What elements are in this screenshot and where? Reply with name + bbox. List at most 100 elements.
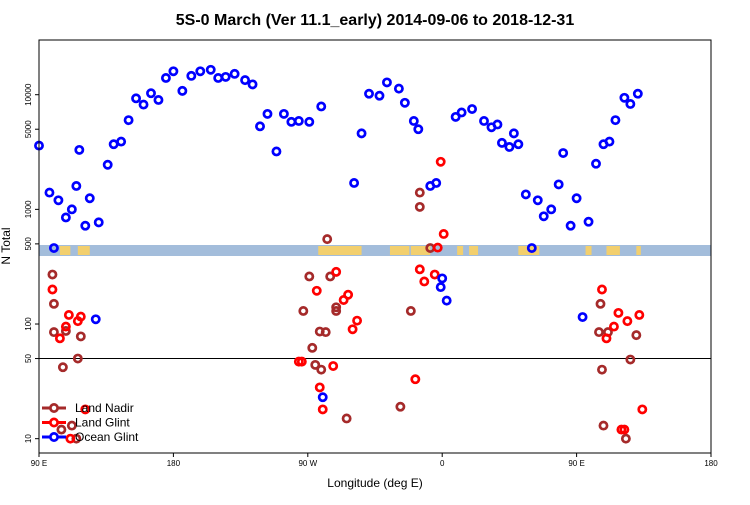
point-ocean-glint bbox=[435, 282, 446, 293]
point-ocean-glint bbox=[619, 92, 630, 103]
point-ocean-glint bbox=[349, 177, 360, 188]
point-land-nadir bbox=[597, 364, 607, 375]
map-landmass bbox=[352, 246, 362, 255]
y-tick-label: 100 bbox=[24, 317, 33, 331]
point-land-nadir bbox=[594, 327, 604, 338]
point-ocean-glint bbox=[610, 115, 621, 126]
point-ocean-glint bbox=[84, 193, 95, 204]
point-land-glint bbox=[343, 289, 354, 300]
point-ocean-glint bbox=[508, 128, 519, 139]
point-land-glint bbox=[414, 264, 425, 275]
point-ocean-glint bbox=[48, 243, 59, 253]
point-ocean-glint bbox=[255, 121, 265, 132]
legend-marker bbox=[49, 403, 59, 413]
point-ocean-glint bbox=[138, 99, 149, 110]
point-ocean-glint bbox=[431, 177, 442, 188]
point-ocean-glint bbox=[262, 108, 273, 119]
point-land-glint bbox=[429, 269, 440, 280]
point-land-glint bbox=[47, 284, 58, 295]
point-ocean-glint bbox=[186, 70, 197, 81]
x-tick-label: 90 W bbox=[298, 459, 317, 468]
point-ocean-glint bbox=[632, 88, 643, 99]
point-ocean-glint bbox=[195, 66, 206, 77]
point-land-glint bbox=[634, 309, 645, 320]
point-land-nadir bbox=[414, 187, 425, 198]
point-land-nadir bbox=[48, 327, 59, 338]
point-ocean-glint bbox=[304, 116, 315, 127]
point-land-nadir bbox=[47, 269, 58, 280]
point-land-glint bbox=[296, 356, 307, 367]
point-ocean-glint bbox=[123, 115, 134, 126]
point-land-nadir bbox=[414, 201, 425, 212]
point-land-nadir bbox=[631, 330, 642, 341]
point-land-nadir bbox=[57, 362, 68, 373]
x-tick-label: 90 E bbox=[31, 459, 47, 468]
point-ocean-glint bbox=[213, 73, 224, 83]
map-landmass bbox=[636, 246, 641, 255]
point-ocean-glint bbox=[625, 99, 636, 109]
point-ocean-glint bbox=[526, 243, 537, 253]
point-land-glint bbox=[54, 333, 65, 344]
point-land-nadir bbox=[325, 271, 336, 282]
legend-item-land-glint: Land Glint bbox=[42, 416, 130, 430]
point-ocean-glint bbox=[66, 204, 77, 215]
point-land-glint bbox=[347, 324, 358, 335]
point-ocean-glint bbox=[80, 220, 91, 231]
map-landmass bbox=[585, 246, 592, 255]
point-land-glint bbox=[622, 316, 633, 327]
point-ocean-glint bbox=[168, 66, 179, 77]
y-tick-label: 50 bbox=[24, 354, 33, 363]
point-land-nadir bbox=[48, 298, 59, 309]
point-ocean-glint bbox=[229, 68, 240, 79]
series-land-glint bbox=[47, 156, 648, 444]
point-ocean-glint bbox=[247, 79, 258, 90]
point-land-nadir bbox=[75, 331, 86, 342]
y-axis: 10 50 100 500 1000 5000 10000 bbox=[24, 83, 39, 443]
point-ocean-glint bbox=[286, 116, 297, 127]
point-ocean-glint bbox=[413, 124, 424, 135]
point-ocean-glint bbox=[558, 148, 569, 158]
legend-item-ocean-glint: Ocean Glint bbox=[42, 430, 139, 444]
point-ocean-glint bbox=[492, 119, 503, 130]
point-ocean-glint bbox=[74, 144, 85, 155]
point-ocean-glint bbox=[496, 137, 507, 148]
point-ocean-glint bbox=[146, 88, 156, 99]
point-ocean-glint bbox=[520, 189, 531, 200]
point-ocean-glint bbox=[571, 193, 582, 204]
point-land-glint bbox=[317, 404, 328, 415]
point-ocean-glint bbox=[513, 139, 524, 150]
y-axis-label: N Total bbox=[0, 227, 13, 264]
point-land-nadir bbox=[598, 420, 609, 431]
point-ocean-glint bbox=[538, 211, 549, 222]
point-ocean-glint bbox=[220, 71, 231, 82]
map-landmass bbox=[77, 246, 90, 255]
point-land-glint bbox=[432, 242, 443, 253]
point-land-nadir bbox=[298, 306, 309, 316]
map-landmass bbox=[59, 246, 71, 255]
point-land-glint bbox=[311, 285, 322, 296]
point-ocean-glint bbox=[437, 273, 448, 284]
point-land-glint bbox=[435, 156, 446, 167]
point-ocean-glint bbox=[240, 75, 251, 86]
point-land-nadir bbox=[316, 364, 327, 375]
point-ocean-glint bbox=[205, 64, 216, 75]
point-ocean-glint bbox=[546, 204, 557, 215]
point-ocean-glint bbox=[364, 88, 374, 99]
point-ocean-glint bbox=[71, 181, 82, 191]
point-land-nadir bbox=[341, 413, 352, 424]
point-ocean-glint bbox=[553, 179, 564, 190]
legend-marker bbox=[49, 417, 59, 428]
point-land-glint bbox=[619, 424, 630, 435]
map-landmass bbox=[606, 246, 620, 255]
point-ocean-glint bbox=[278, 108, 289, 119]
point-ocean-glint bbox=[532, 195, 543, 206]
point-ocean-glint bbox=[577, 312, 588, 323]
point-land-glint bbox=[328, 361, 339, 371]
legend-item-land-nadir: Land Nadir bbox=[42, 401, 134, 415]
point-ocean-glint bbox=[116, 136, 127, 147]
point-ocean-glint bbox=[131, 93, 142, 104]
series-land-nadir bbox=[47, 187, 642, 444]
y-tick-label: 5000 bbox=[24, 120, 33, 138]
